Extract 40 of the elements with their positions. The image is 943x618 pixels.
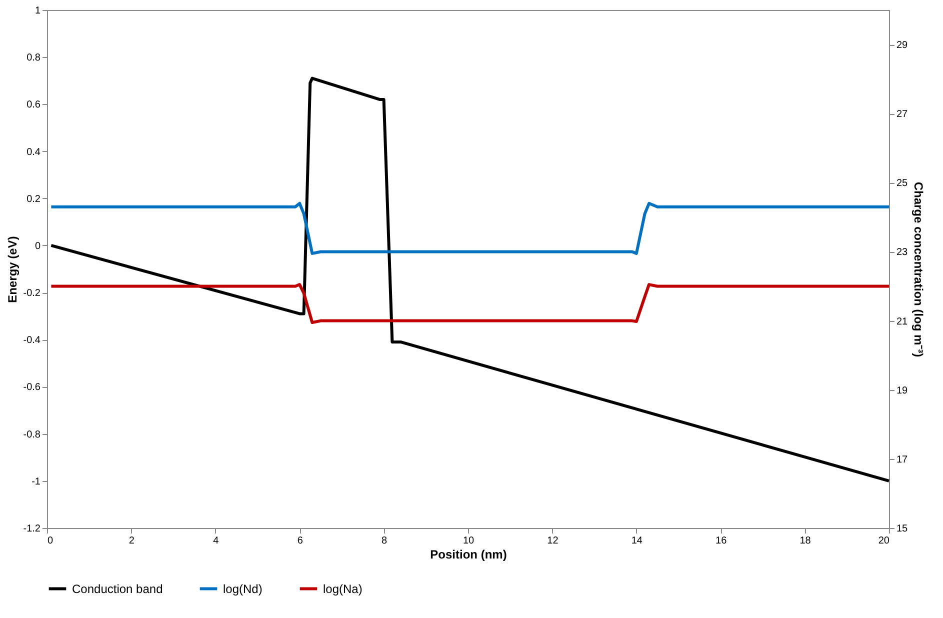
y2-tick-label: 27: [896, 109, 908, 120]
legend-label: log(Na): [323, 582, 362, 596]
x-tick-label: 10: [462, 536, 474, 546]
line-series: [50, 202, 890, 255]
y-tick-label: -0.4: [23, 335, 41, 346]
y-tick-label: -0.2: [23, 288, 41, 300]
y2-axis-title: Charge concentration (log m⁻³): [912, 182, 926, 358]
y-tick-label: 0.8: [26, 52, 41, 64]
x-tick-label: 4: [213, 536, 220, 546]
y2-tick-label: 19: [896, 385, 908, 396]
y-tick-label: -1: [32, 476, 41, 488]
y-tick-label: 0.4: [26, 146, 41, 158]
x-tick-label: 0: [48, 536, 54, 546]
x-axis-title: Position (nm): [430, 548, 507, 562]
x-tick-label: 14: [631, 536, 643, 546]
x-tick-label: 18: [800, 536, 812, 546]
line-series: [50, 283, 890, 324]
y-tick-label: -0.6: [23, 382, 41, 394]
x-tick-label: 16: [716, 536, 728, 546]
y2-tick-label: 21: [896, 316, 908, 328]
y-tick-label: -1.2: [23, 524, 41, 534]
y-tick-label: 0.2: [26, 194, 41, 205]
y2-tick-label: 17: [896, 454, 908, 466]
y-tick-label: 0: [34, 240, 41, 252]
legend-label: Conduction band: [72, 582, 163, 596]
x-tick-label: 2: [128, 536, 135, 546]
y-axis-title: Energy (eV): [5, 236, 20, 303]
x-tick-label: 12: [547, 536, 559, 546]
y-tick-label: 0.6: [26, 100, 41, 111]
y-tick-label: 1: [34, 6, 41, 16]
y2-tick-label: 25: [896, 178, 908, 190]
x-tick-label: 6: [297, 536, 304, 546]
x-tick-label: 8: [382, 536, 388, 546]
y2-tick-label: 29: [896, 40, 908, 52]
y2-tick-label: 15: [896, 524, 908, 534]
legend-label: log(Nd): [223, 582, 262, 596]
x-tick-label: 20: [878, 536, 890, 546]
y2-tick-label: 23: [896, 247, 908, 258]
line-series: [50, 76, 890, 482]
y-tick-label: -0.8: [23, 429, 41, 440]
